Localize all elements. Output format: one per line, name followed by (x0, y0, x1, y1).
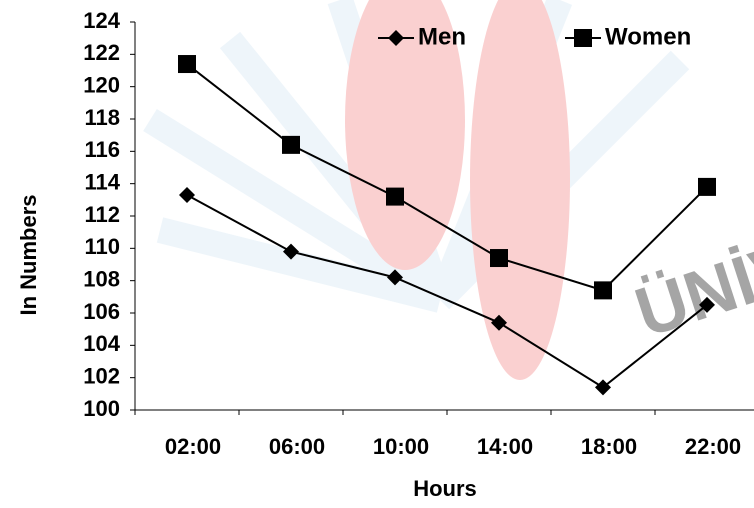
y-tick-label: 108 (83, 266, 120, 291)
y-tick-label: 100 (83, 396, 120, 421)
y-tick-label: 114 (85, 169, 121, 194)
y-tick-label: 118 (85, 105, 121, 130)
chart: ÜNİV In Numbers Hours 100 102 104 106 108 110… (0, 0, 754, 503)
y-axis-title: In Numbers (16, 194, 41, 315)
y-tick-label: 104 (83, 331, 120, 356)
marker (179, 187, 195, 203)
x-tick-label: 10:00 (373, 434, 429, 459)
marker (282, 136, 300, 154)
y-tick-label: 112 (85, 202, 121, 227)
legend-label: Women (605, 23, 691, 50)
y-tick-label: 102 (83, 363, 120, 388)
legend-marker (574, 29, 592, 47)
x-tick-label: 22:00 (685, 434, 741, 459)
y-tick-label: 122 (83, 40, 120, 65)
marker (386, 188, 404, 206)
marker (490, 249, 508, 267)
page: {"chart_data": {"type": "line", "y_label… (0, 0, 754, 503)
marker (698, 178, 716, 196)
y-tick-label: 120 (83, 72, 120, 97)
y-tick-label: 110 (85, 234, 121, 259)
x-axis-title: Hours (413, 476, 477, 501)
x-tick-label: 02:00 (165, 434, 221, 459)
x-tick-label: 14:00 (477, 434, 533, 459)
legend-label: Men (418, 23, 466, 50)
x-tick-label: 18:00 (581, 434, 637, 459)
x-tick-label: 06:00 (269, 434, 325, 459)
watermark: ÜNİV (150, 0, 754, 380)
marker (178, 55, 196, 73)
y-tick-label: 116 (85, 137, 121, 162)
marker (594, 281, 612, 299)
y-tick-label: 106 (83, 299, 120, 324)
svg-text:ÜNİV: ÜNİV (626, 226, 754, 352)
y-tick-label: 124 (83, 8, 120, 33)
